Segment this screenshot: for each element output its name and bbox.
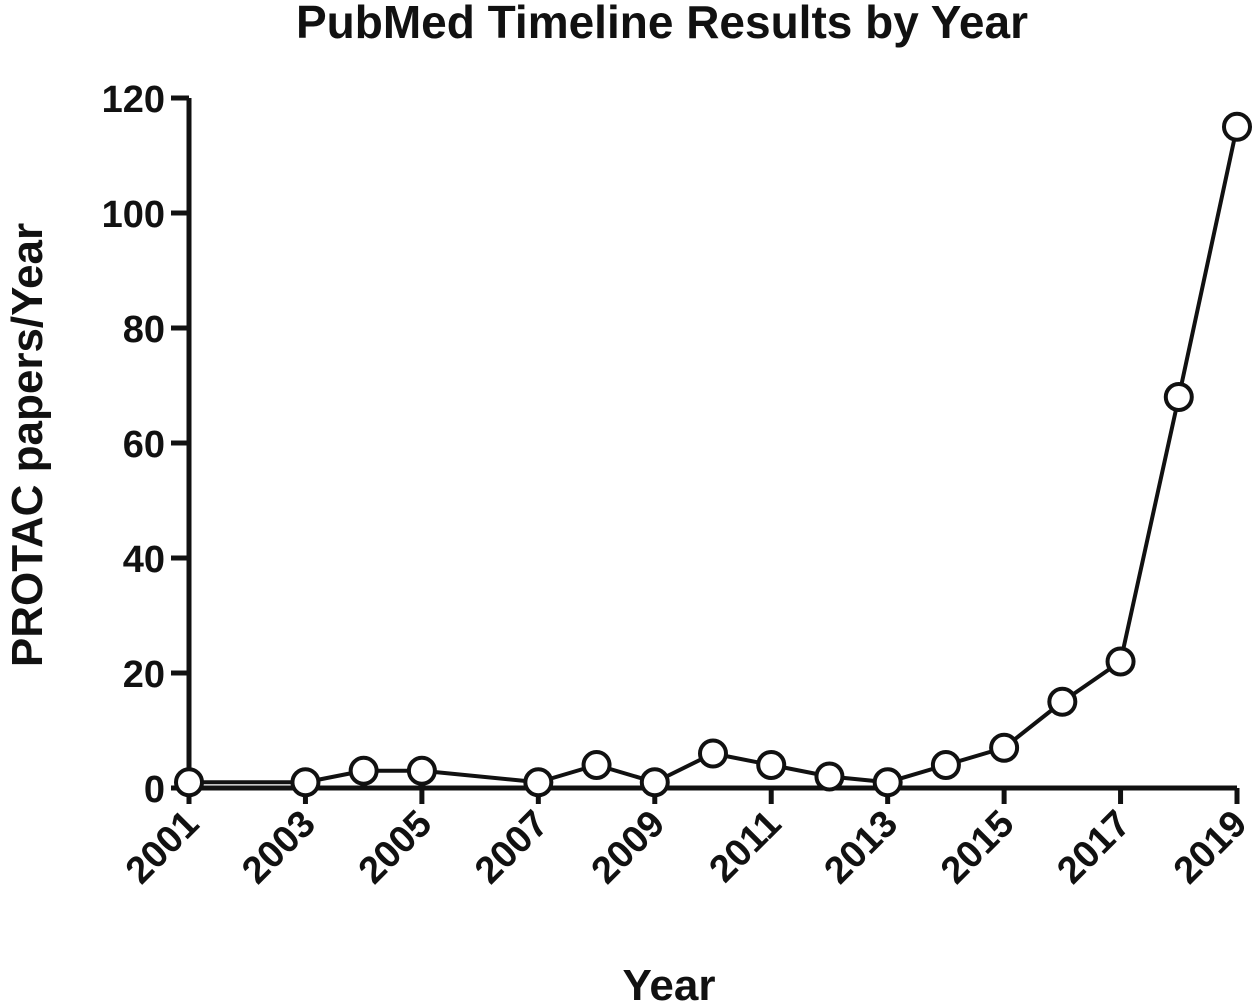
y-axis-title: PROTAC papers/Year	[3, 223, 52, 667]
y-tick-label: 60	[123, 424, 165, 466]
data-point-2005	[406, 755, 437, 786]
x-tick-label: 2017	[1049, 803, 1138, 892]
x-tick-label: 2019	[1166, 803, 1255, 892]
data-point-2007	[523, 767, 554, 798]
data-point-2013	[872, 767, 903, 798]
x-tick-label: 2011	[702, 803, 790, 891]
data-point-2003	[290, 767, 321, 798]
x-tick-label: 2013	[817, 803, 906, 892]
x-tick-label: 2005	[351, 803, 440, 892]
y-tick-label: 100	[102, 194, 165, 236]
x-tick-label: 2007	[467, 803, 556, 892]
data-point-2011	[756, 750, 787, 780]
y-tick-label: 120	[102, 79, 165, 121]
data-point-2009	[639, 767, 670, 798]
data-series	[174, 111, 1252, 798]
data-point-2018	[1163, 382, 1194, 412]
y-tick-label: 80	[123, 309, 165, 351]
x-tick-label: 2015	[933, 803, 1022, 892]
data-point-2016	[1047, 686, 1078, 717]
x-tick-label: 2001	[118, 803, 207, 892]
series-line	[189, 126, 1239, 785]
data-point-2001	[174, 767, 204, 798]
data-point-2010	[698, 738, 728, 769]
x-tick-label: 2009	[584, 803, 673, 892]
y-tick-label: 0	[144, 769, 165, 811]
y-axis: 0 20 40 60 80 100 120	[102, 79, 192, 811]
data-point-2004	[348, 755, 379, 786]
data-point-2008	[581, 750, 612, 780]
data-point-2017	[1105, 646, 1136, 677]
y-tick-label: 40	[123, 539, 165, 581]
x-tick-label: 2003	[234, 803, 323, 892]
y-tick-label: 20	[123, 654, 165, 696]
data-point-2014	[930, 750, 961, 780]
chart-title: PubMed Timeline Results by Year	[296, 0, 1028, 48]
data-point-2019	[1222, 111, 1252, 142]
data-point-2012	[814, 761, 845, 792]
data-point-2015	[989, 732, 1020, 763]
x-axis: 2001 2003 2005 2007 2009 2011 2013 2015 2017 2019	[118, 785, 1255, 892]
x-axis-title: Year	[623, 961, 716, 1005]
